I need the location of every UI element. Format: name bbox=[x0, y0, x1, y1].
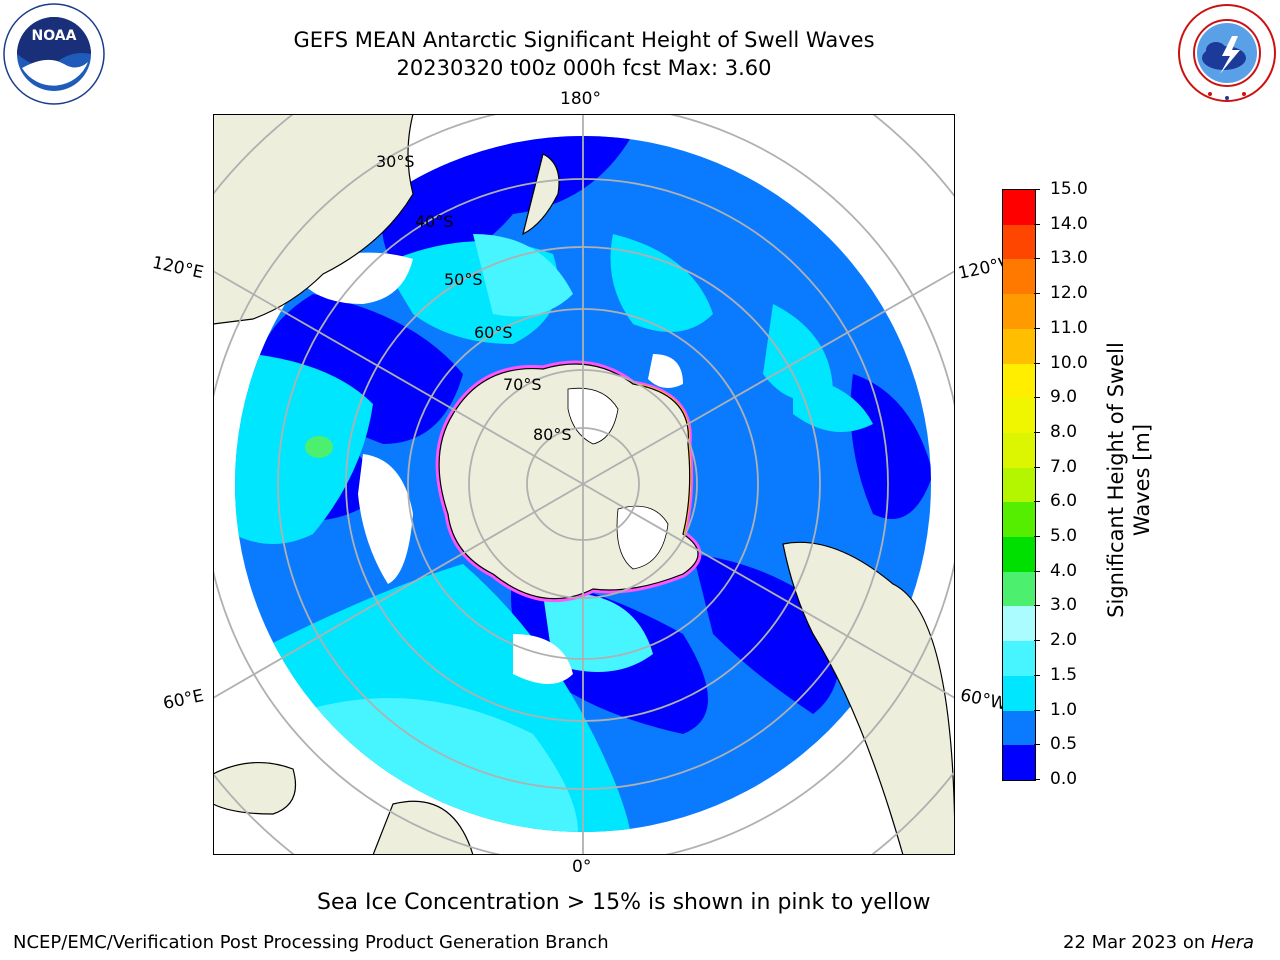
footer-branch: NCEP/EMC/Verification Post Processing Pr… bbox=[13, 932, 609, 953]
sea-ice-caption: Sea Ice Concentration > 15% is shown in … bbox=[317, 890, 931, 915]
lon-label-0: 0° bbox=[572, 857, 592, 877]
colorbar bbox=[1002, 189, 1036, 781]
colorbar-tick-label: 7.0 bbox=[1050, 456, 1078, 477]
colorbar-tick-mark bbox=[1034, 258, 1040, 260]
lon-label-60e: 60°E bbox=[161, 685, 206, 715]
colorbar-segment bbox=[1003, 745, 1035, 780]
lon-label-180: 180° bbox=[560, 89, 601, 109]
map-subtitle: 20230320 t00z 000h fcst Max: 3.60 bbox=[396, 56, 772, 80]
footer-date-text: 22 Mar 2023 on bbox=[1063, 932, 1211, 953]
colorbar-tick-mark bbox=[1034, 466, 1040, 468]
colorbar-tick-label: 10.0 bbox=[1050, 352, 1088, 373]
colorbar-label-line1: Significant Height of Swell bbox=[1104, 342, 1128, 618]
colorbar-tick-mark bbox=[1034, 536, 1040, 538]
colorbar-tick-mark bbox=[1034, 362, 1040, 364]
colorbar-tick-label: 4.0 bbox=[1050, 560, 1078, 581]
lat-label-50s: 50°S bbox=[444, 270, 483, 289]
colorbar-tick-mark bbox=[1034, 397, 1040, 399]
colorbar-tick-label: 3.0 bbox=[1050, 595, 1078, 616]
colorbar-tick-label: 9.0 bbox=[1050, 387, 1078, 408]
colorbar-tick-label: 12.0 bbox=[1050, 283, 1088, 304]
colorbar-tick-mark bbox=[1034, 640, 1040, 642]
colorbar-tick-mark bbox=[1034, 501, 1040, 503]
colorbar-tick-mark bbox=[1034, 431, 1040, 433]
colorbar-tick-mark bbox=[1034, 605, 1040, 607]
antarctic-swell-map bbox=[213, 114, 955, 855]
colorbar-tick-mark bbox=[1034, 744, 1040, 746]
colorbar-tick-label: 8.0 bbox=[1050, 421, 1078, 442]
colorbar-segment bbox=[1003, 571, 1035, 607]
colorbar-tick-mark bbox=[1034, 189, 1040, 190]
colorbar-tick-label: 5.0 bbox=[1050, 526, 1078, 547]
lat-label-80s: 80°S bbox=[533, 425, 572, 444]
colorbar-segment bbox=[1003, 259, 1035, 295]
colorbar-segment bbox=[1003, 675, 1035, 711]
lat-label-30s: 30°S bbox=[376, 152, 415, 171]
colorbar-segment bbox=[1003, 537, 1035, 572]
colorbar-tick-label: 2.0 bbox=[1050, 630, 1078, 651]
colorbar-tick-label: 0.5 bbox=[1050, 734, 1078, 755]
colorbar-tick-mark bbox=[1034, 709, 1040, 711]
colorbar-segment bbox=[1003, 294, 1035, 329]
footer-date: 22 Mar 2023 on Hera bbox=[1063, 932, 1254, 953]
colorbar-tick-label: 0.0 bbox=[1050, 769, 1078, 789]
colorbar-segment bbox=[1003, 606, 1035, 642]
colorbar-tick-label: 13.0 bbox=[1050, 248, 1088, 269]
colorbar-tick-mark bbox=[1034, 223, 1040, 225]
map-title: GEFS MEAN Antarctic Significant Height o… bbox=[293, 28, 875, 52]
colorbar-ticks: 15.0 14.0 13.0 12.0 11.0 10.0 9.0 8.0 7.0 6.0 5.0 4… bbox=[1034, 179, 1106, 789]
colorbar-segment bbox=[1003, 467, 1035, 503]
colorbar-segment bbox=[1003, 710, 1035, 746]
nws-logo bbox=[1178, 4, 1276, 102]
colorbar-segment bbox=[1003, 190, 1035, 225]
colorbar-tick-label: 1.5 bbox=[1050, 664, 1078, 685]
colorbar-tick-label: 11.0 bbox=[1050, 317, 1088, 338]
noaa-logo-text: NOAA bbox=[32, 28, 77, 44]
colorbar-segment bbox=[1003, 328, 1035, 364]
colorbar-label-line2: Waves [m] bbox=[1130, 423, 1154, 537]
colorbar-tick-mark bbox=[1034, 674, 1040, 676]
lat-label-70s: 70°S bbox=[503, 375, 542, 394]
lat-label-40s: 40°S bbox=[415, 212, 454, 231]
colorbar-segment bbox=[1003, 641, 1035, 676]
colorbar-tick-label: 15.0 bbox=[1050, 179, 1088, 199]
colorbar-segment bbox=[1003, 224, 1035, 260]
noaa-logo: NOAA bbox=[3, 3, 105, 105]
colorbar-segment bbox=[1003, 432, 1035, 468]
colorbar-tick-mark bbox=[1034, 327, 1040, 329]
colorbar-tick-label: 1.0 bbox=[1050, 699, 1078, 720]
colorbar-segment bbox=[1003, 363, 1035, 399]
colorbar-tick-mark bbox=[1034, 779, 1040, 780]
footer-host: Hera bbox=[1210, 932, 1255, 953]
lat-label-60s: 60°S bbox=[474, 323, 513, 342]
colorbar-segment bbox=[1003, 502, 1035, 538]
colorbar-segment bbox=[1003, 398, 1035, 433]
colorbar-tick-label: 6.0 bbox=[1050, 491, 1078, 512]
lon-label-60w: 60°W bbox=[958, 685, 1009, 715]
colorbar-tick-mark bbox=[1034, 293, 1040, 295]
lon-label-120e: 120°E bbox=[150, 252, 206, 284]
colorbar-tick-label: 14.0 bbox=[1050, 213, 1088, 234]
colorbar-tick-mark bbox=[1034, 570, 1040, 572]
